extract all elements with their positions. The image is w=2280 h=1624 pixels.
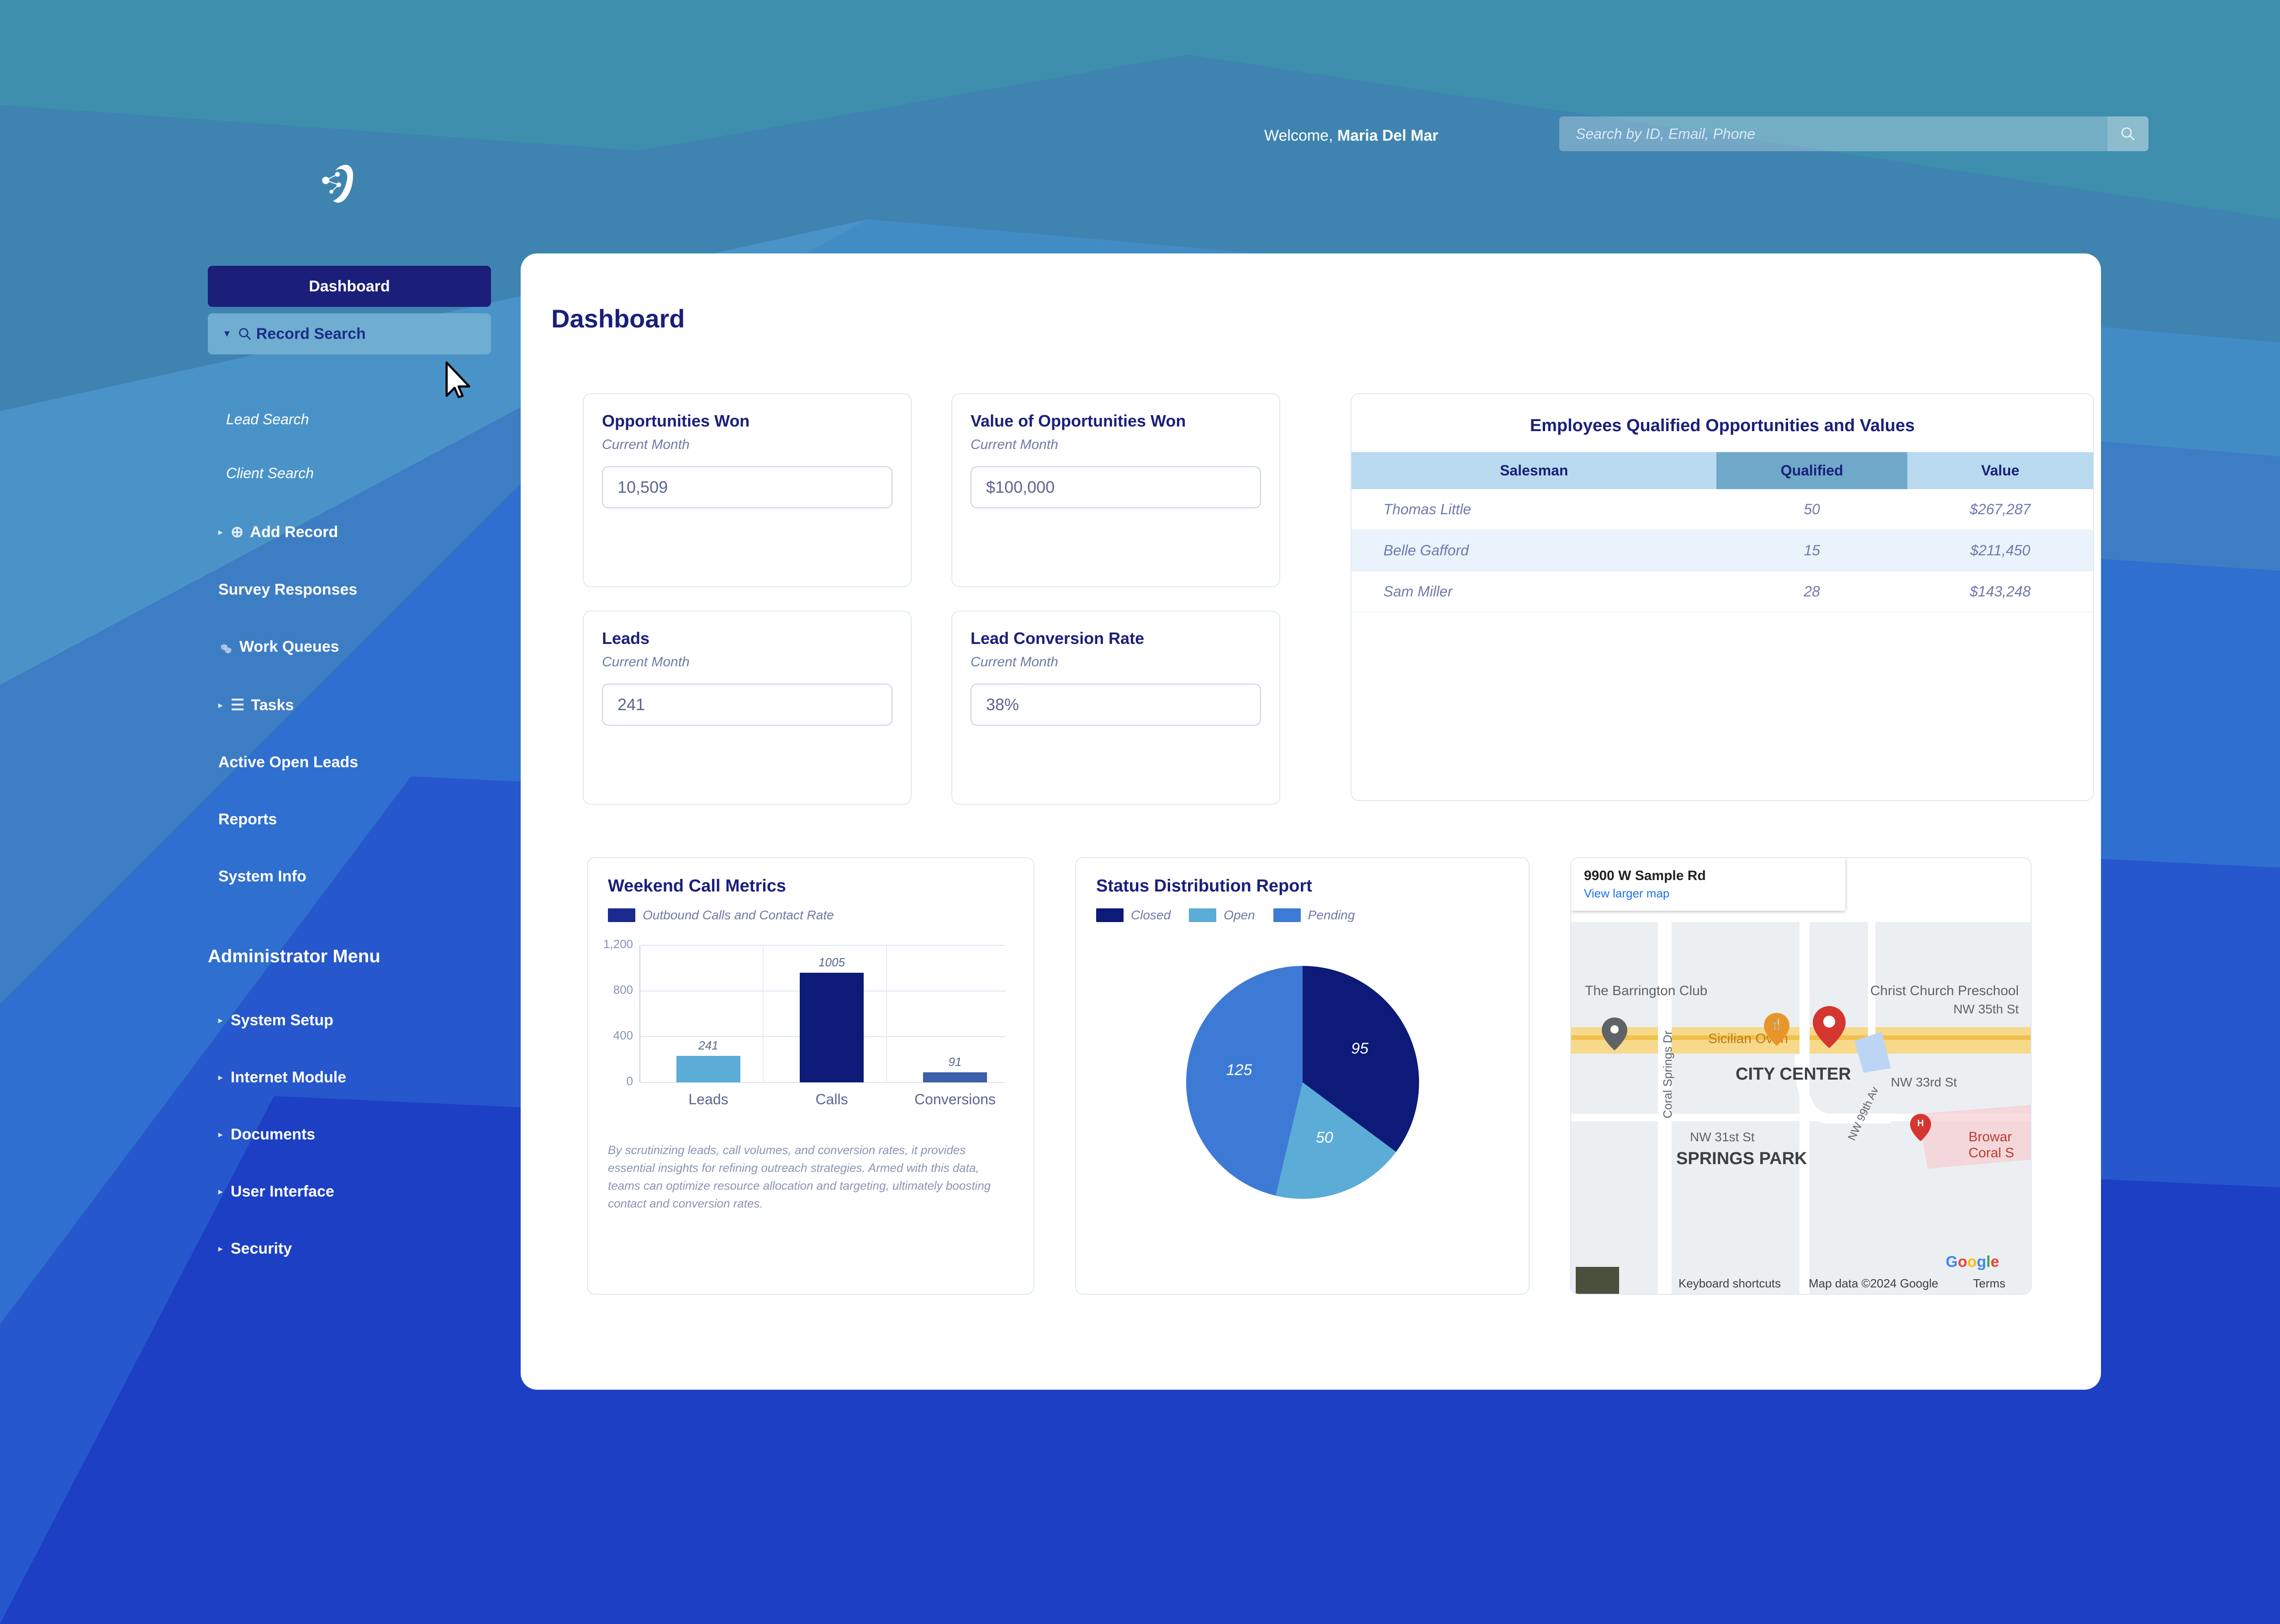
svg-text:125: 125: [1226, 1061, 1252, 1079]
svg-text:Calls: Calls: [815, 1091, 848, 1107]
svg-text:Keyboard shortcuts: Keyboard shortcuts: [1678, 1276, 1781, 1290]
svg-text:Google: Google: [1946, 1253, 1999, 1271]
svg-text:241: 241: [698, 1039, 718, 1052]
svg-text:Coral S: Coral S: [1969, 1145, 2014, 1160]
svg-text:Coral Springs Dr: Coral Springs Dr: [1661, 1030, 1674, 1118]
svg-text:NW 35th St: NW 35th St: [1953, 1002, 2019, 1016]
svg-text:Conversions: Conversions: [914, 1091, 996, 1107]
svg-text:Terms: Terms: [1973, 1276, 2006, 1290]
svg-text:H: H: [1917, 1118, 1924, 1128]
svg-text:1005: 1005: [818, 955, 845, 969]
svg-text:1,200: 1,200: [603, 937, 633, 951]
svg-text:Browar: Browar: [1969, 1129, 2012, 1144]
svg-text:NW 33rd St: NW 33rd St: [1891, 1075, 1957, 1089]
svg-text:800: 800: [613, 983, 633, 997]
svg-text:SPRINGS PARK: SPRINGS PARK: [1676, 1149, 1807, 1168]
svg-text:CITY CENTER: CITY CENTER: [1736, 1065, 1851, 1084]
svg-text:Christ Church Preschool: Christ Church Preschool: [1870, 983, 2019, 998]
svg-text:The Barrington Club: The Barrington Club: [1585, 983, 1707, 998]
svg-text:0: 0: [627, 1074, 633, 1088]
svg-text:Leads: Leads: [688, 1091, 728, 1107]
svg-text:95: 95: [1351, 1040, 1368, 1057]
svg-text:Map data ©2024 Google: Map data ©2024 Google: [1809, 1276, 1938, 1290]
svg-text:🍴: 🍴: [1770, 1018, 1783, 1030]
svg-text:400: 400: [613, 1028, 633, 1042]
svg-text:50: 50: [1316, 1129, 1333, 1146]
svg-text:NW 31st St: NW 31st St: [1690, 1130, 1755, 1144]
svg-text:91: 91: [949, 1055, 962, 1069]
